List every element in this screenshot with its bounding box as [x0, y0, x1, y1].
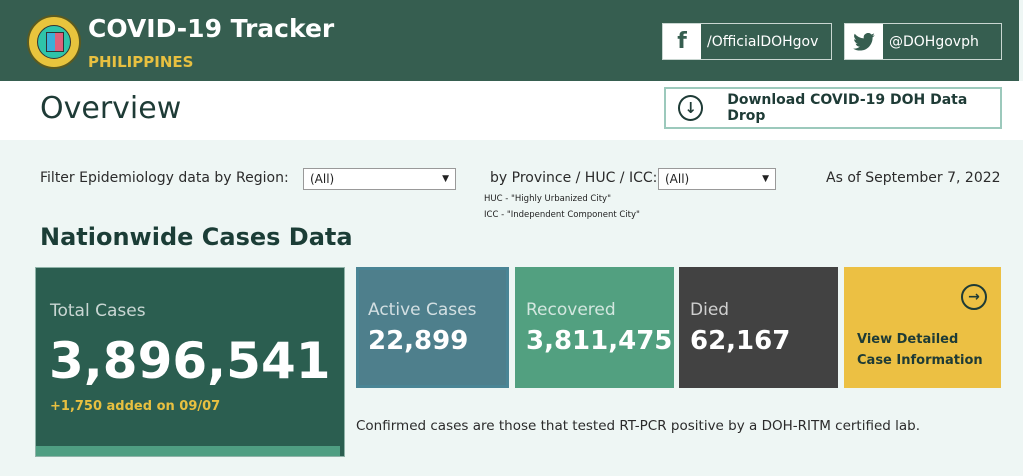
active-cases-label: Active Cases: [368, 300, 477, 320]
total-cases-card: Total Cases 3,896,541 +1,750 added on 09…: [35, 267, 345, 457]
app-subtitle: PHILIPPINES: [88, 53, 194, 71]
total-cases-label: Total Cases: [50, 301, 146, 321]
recovered-label: Recovered: [526, 300, 616, 320]
download-data-drop-button[interactable]: ↓ Download COVID-19 DOH Data Drop: [664, 87, 1002, 129]
total-cases-bar: [36, 446, 340, 456]
twitter-icon: [845, 24, 883, 59]
active-cases-card[interactable]: Active Cases 22,899: [356, 267, 509, 388]
as-of-date: As of September 7, 2022: [826, 170, 1001, 186]
page-title: Overview: [40, 91, 182, 126]
region-select[interactable]: (All) ▼: [303, 168, 456, 190]
arrow-right-circle-icon: →: [961, 284, 987, 310]
total-cases-value: 3,896,541: [49, 332, 331, 390]
twitter-label: @DOHgovph: [889, 33, 979, 50]
view-detailed-case-info-button[interactable]: → View Detailed Case Information: [844, 267, 1001, 388]
section-title: Nationwide Cases Data: [40, 223, 353, 251]
died-label: Died: [690, 300, 730, 320]
facebook-link[interactable]: f /OfficialDOHgov: [662, 23, 832, 60]
detail-label-line1: View Detailed: [857, 332, 959, 347]
facebook-label: /OfficialDOHgov: [707, 33, 819, 50]
download-arrow-icon: ↓: [678, 95, 704, 121]
region-select-value: (All): [310, 172, 335, 186]
download-label: Download COVID-19 DOH Data Drop: [727, 92, 968, 124]
province-filter-label: by Province / HUC / ICC:: [490, 170, 658, 186]
dropdown-arrow-icon: ▼: [762, 174, 769, 184]
province-select[interactable]: (All) ▼: [658, 168, 776, 190]
twitter-link[interactable]: @DOHgovph: [844, 23, 1002, 60]
icc-note: ICC - "Independent Component City": [484, 210, 640, 220]
died-card[interactable]: Died 62,167: [679, 267, 838, 388]
recovered-card[interactable]: Recovered 3,811,475: [515, 267, 674, 388]
detail-label-line2: Case Information: [857, 353, 983, 368]
huc-note: HUC - "Highly Urbanized City": [484, 194, 611, 204]
died-value: 62,167: [690, 326, 791, 356]
confirmed-cases-caption: Confirmed cases are those that tested RT…: [356, 418, 921, 434]
total-cases-added: +1,750 added on 09/07: [50, 399, 221, 414]
region-filter-label: Filter Epidemiology data by Region:: [40, 170, 289, 186]
dropdown-arrow-icon: ▼: [442, 174, 449, 184]
recovered-value: 3,811,475: [526, 326, 673, 356]
doh-seal-logo: [27, 15, 81, 69]
province-select-value: (All): [665, 172, 690, 186]
active-cases-value: 22,899: [368, 326, 469, 356]
app-title: COVID-19 Tracker: [88, 14, 335, 43]
facebook-icon: f: [663, 24, 701, 59]
